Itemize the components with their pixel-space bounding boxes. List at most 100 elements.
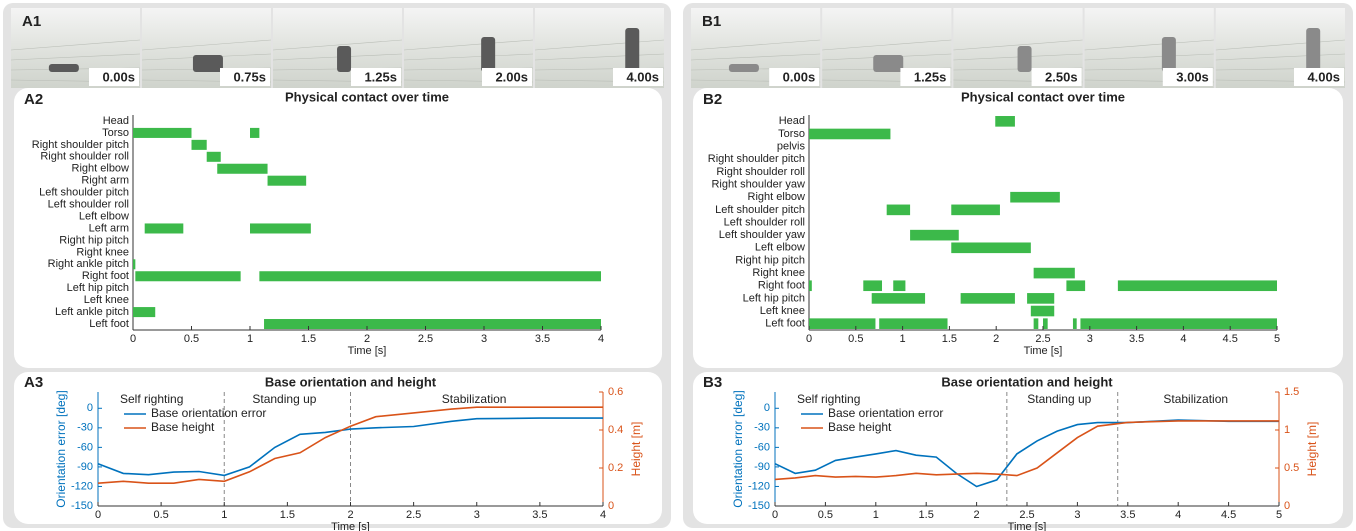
x-axis-label: Time [s] (331, 521, 370, 531)
contact-bar (863, 280, 882, 291)
x-tick-label: 2 (993, 333, 999, 345)
y-tick-label: Right foot (82, 270, 129, 282)
y-tick-label: -120 (71, 480, 93, 492)
frame-label: 4.00s (626, 69, 659, 84)
x-tick-label: 1 (900, 333, 906, 345)
x-tick-label: 3.5 (532, 509, 547, 521)
contact-bar (961, 293, 1015, 304)
x-tick-label: 1 (873, 509, 879, 521)
panel-label: B1 (702, 13, 721, 30)
y-tick-label: Head (103, 115, 129, 127)
contact-bar (264, 319, 601, 329)
y-tick-label: Left shoulder pitch (715, 204, 805, 216)
y-tick-label: -30 (77, 422, 93, 434)
legend-label: Base orientation error (151, 406, 266, 420)
x-axis-label: Time [s] (1024, 345, 1063, 357)
contact-bar (910, 230, 959, 241)
contact-bar (250, 128, 259, 138)
y-tick-label: Right shoulder pitch (32, 139, 129, 151)
y-tick-label: Right knee (752, 267, 805, 279)
x-tick-label: 2.5 (418, 333, 433, 345)
frame-label: 1.25s (364, 69, 397, 84)
contact-bar (809, 318, 875, 329)
chart-title: Physical contact over time (961, 89, 1125, 104)
y-axis-label: Orientation error [deg] (731, 390, 745, 507)
x-tick-label: 5 (1274, 333, 1280, 345)
contact-bar (133, 307, 155, 317)
contact-bar (133, 128, 192, 138)
contact-bar (192, 140, 207, 150)
robot (1306, 28, 1320, 72)
contact-bar (217, 164, 267, 174)
x-tick-label: 0.5 (184, 333, 199, 345)
legend-label: Base height (828, 420, 892, 434)
y2-tick-label: 0.2 (608, 462, 623, 474)
x-tick-label: 3 (481, 333, 487, 345)
page: 0.00s0.75s1.25s2.00s4.00sA10.00s1.25s2.5… (0, 0, 1356, 531)
robot (1018, 46, 1032, 72)
panel-a3-box (14, 372, 662, 524)
x-tick-label: 0.5 (848, 333, 863, 345)
y-tick-label: Left arm (89, 222, 129, 234)
contact-bar (995, 116, 1015, 127)
y-tick-label: -90 (77, 461, 93, 473)
frame-label: 1.25s (914, 69, 947, 84)
y-tick-label: Left hip pitch (67, 282, 129, 294)
contact-bar (809, 129, 890, 140)
y-tick-label: Left shoulder roll (724, 216, 805, 228)
y-tick-label: Right hip pitch (735, 254, 805, 266)
y-tick-label: pelvis (777, 141, 806, 153)
contact-bar (951, 242, 1031, 253)
y2-axis-label: Height [m] (1305, 422, 1319, 477)
x-tick-label: 1 (221, 509, 227, 521)
x-tick-label: 1.5 (301, 333, 316, 345)
y-axis-label: Orientation error [deg] (54, 390, 68, 507)
phase-label: Stabilization (442, 392, 507, 406)
contact-bar (1066, 280, 1085, 291)
legend-label: Base orientation error (828, 406, 943, 420)
x-tick-label: 4.5 (1221, 509, 1236, 521)
y-tick-label: Right hip pitch (59, 234, 129, 246)
panel-label: A1 (22, 13, 41, 30)
robot (337, 46, 351, 72)
y2-tick-label: 1.5 (1284, 386, 1299, 398)
x-tick-label: 0.5 (153, 509, 168, 521)
x-tick-label: 3 (474, 509, 480, 521)
legend-label: Base height (151, 420, 215, 434)
x-tick-label: 1 (247, 333, 253, 345)
contact-bar (1031, 306, 1054, 317)
contact-bar (1118, 280, 1277, 291)
contact-bar (250, 223, 311, 233)
contact-bar (879, 318, 947, 329)
contact-bar (893, 280, 905, 291)
y-tick-label: -60 (77, 441, 93, 453)
y-tick-label: Right shoulder pitch (708, 153, 805, 165)
y-tick-label: Left foot (89, 318, 129, 330)
y-tick-label: Torso (778, 128, 805, 140)
y-tick-label: Left knee (84, 294, 129, 306)
y2-tick-label: 0 (608, 500, 614, 512)
y-tick-label: Right arm (81, 175, 129, 187)
y2-tick-label: 0 (1284, 500, 1290, 512)
x-tick-label: 1.5 (280, 509, 295, 521)
frame-label: 0.00s (102, 69, 135, 84)
y-tick-label: -60 (754, 441, 770, 453)
x-tick-label: 3.5 (1120, 509, 1135, 521)
y-tick-label: Right shoulder yaw (711, 178, 805, 190)
phase-label: Stabilization (1163, 392, 1228, 406)
contact-bar (1034, 268, 1075, 279)
x-tick-label: 2.5 (1035, 333, 1050, 345)
contact-bar (1010, 192, 1060, 203)
y-tick-label: 0 (87, 402, 93, 414)
x-tick-label: 4 (600, 509, 606, 521)
panel-label: A2 (24, 91, 43, 108)
frame-label: 0.00s (783, 69, 816, 84)
robot (481, 37, 495, 72)
x-tick-label: 2 (974, 509, 980, 521)
figure: 0.00s0.75s1.25s2.00s4.00sA10.00s1.25s2.5… (0, 0, 1356, 531)
y-tick-label: Torso (102, 127, 129, 139)
y-tick-label: Right elbow (72, 163, 130, 175)
robot (49, 64, 79, 72)
y-tick-label: -30 (754, 422, 770, 434)
robot (193, 55, 223, 72)
